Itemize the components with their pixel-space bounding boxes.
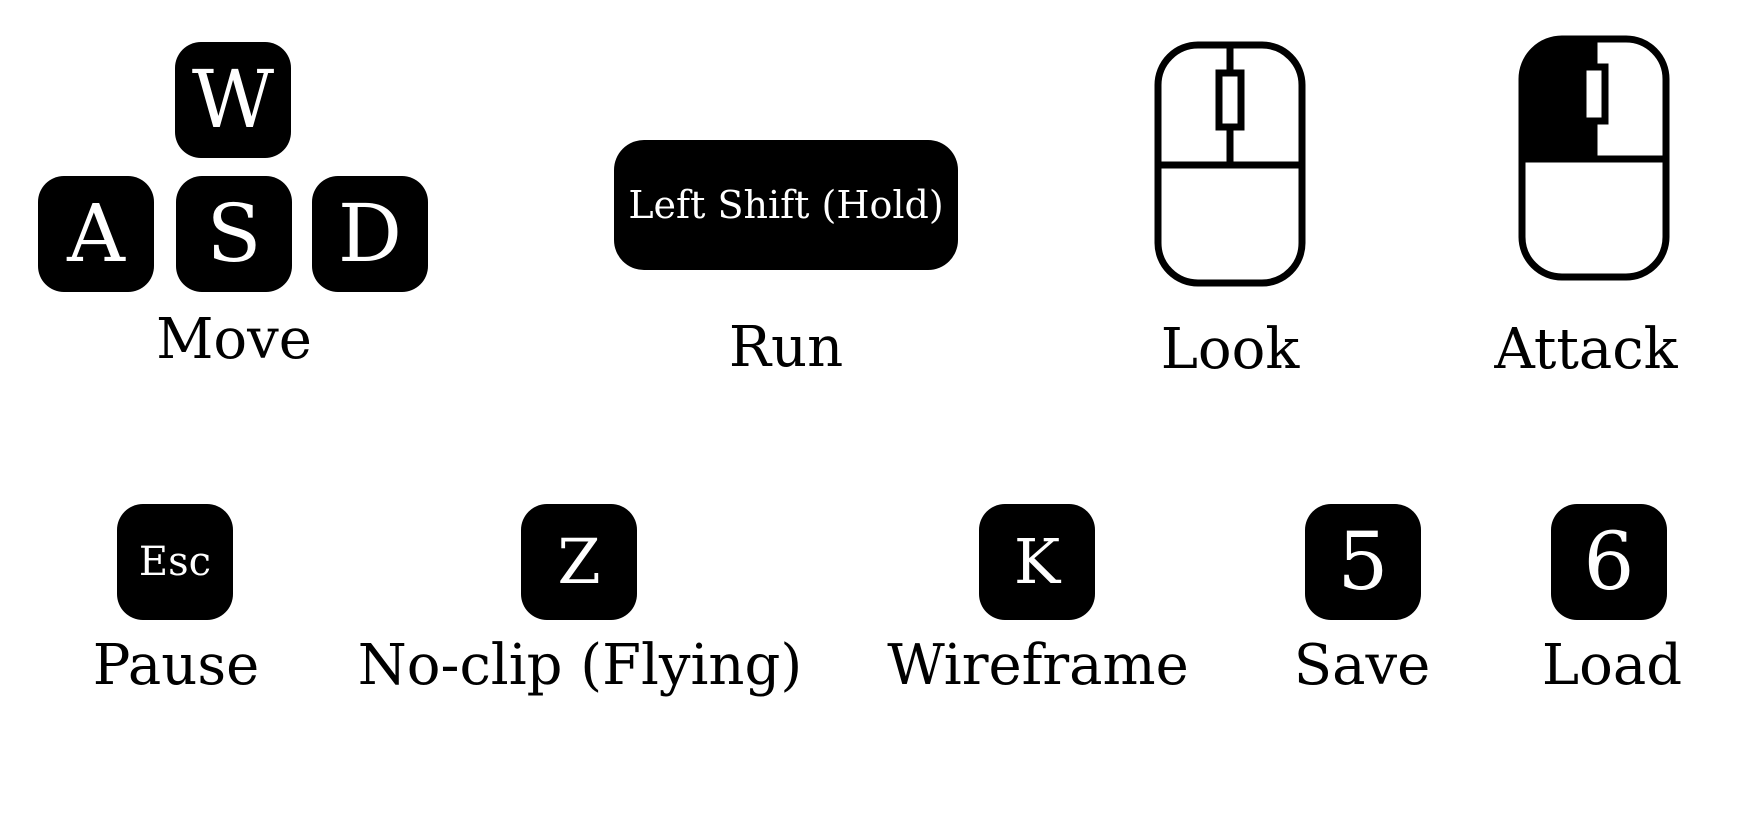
mouse-icon bbox=[1154, 41, 1306, 287]
save-label: Save bbox=[1293, 633, 1431, 698]
wireframe-label: Wireframe bbox=[887, 633, 1189, 698]
load-label: Load bbox=[1541, 633, 1683, 698]
key-6: 6 bbox=[1551, 504, 1667, 620]
attack-label: Attack bbox=[1494, 317, 1678, 382]
noclip-label: No-clip (Flying) bbox=[357, 633, 803, 698]
mouse-left-click-icon bbox=[1518, 35, 1670, 281]
move-label: Move bbox=[156, 307, 312, 372]
key-s: S bbox=[176, 176, 292, 292]
key-k: K bbox=[979, 504, 1095, 620]
key-w: W bbox=[175, 42, 291, 158]
key-left-shift: Left Shift (Hold) bbox=[614, 140, 958, 270]
look-label: Look bbox=[1160, 317, 1300, 382]
key-d: D bbox=[312, 176, 428, 292]
key-a: A bbox=[38, 176, 154, 292]
key-z: Z bbox=[521, 504, 637, 620]
run-label: Run bbox=[728, 315, 844, 380]
key-5: 5 bbox=[1305, 504, 1421, 620]
key-esc: Esc bbox=[117, 504, 233, 620]
pause-label: Pause bbox=[92, 633, 260, 698]
